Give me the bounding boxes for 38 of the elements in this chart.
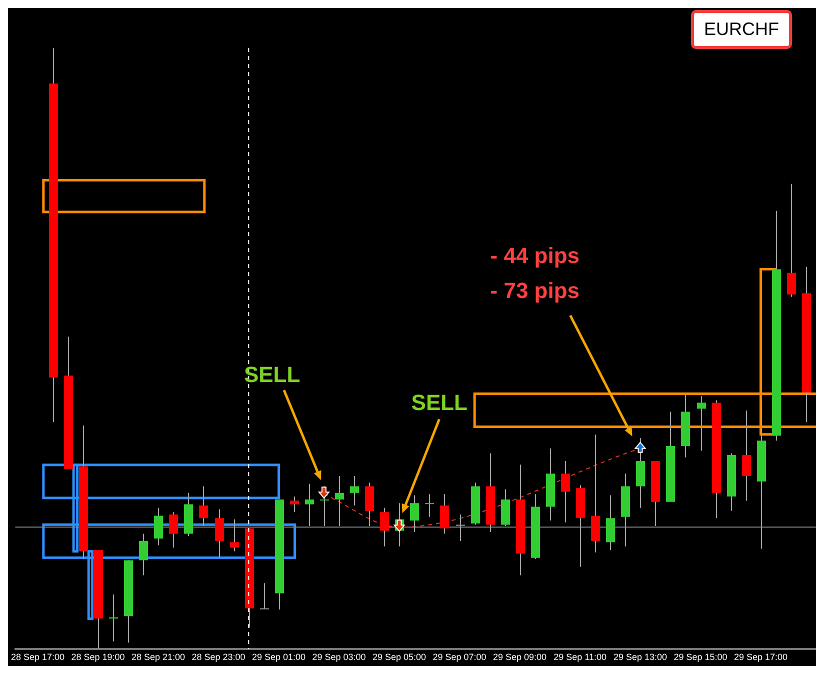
x-tick-label: 29 Sep 17:00 <box>734 652 788 662</box>
annotation: - 73 pips <box>490 278 580 304</box>
x-tick-label: 29 Sep 07:00 <box>432 652 486 662</box>
x-tick-label: 28 Sep 19:00 <box>71 652 125 662</box>
candlestick <box>290 496 299 513</box>
x-tick-label: 28 Sep 23:00 <box>192 652 246 662</box>
candlestick <box>139 533 148 576</box>
candlestick <box>561 460 570 523</box>
candlestick <box>215 508 224 558</box>
annotation: - 44 pips <box>490 243 580 270</box>
x-tick-label: 29 Sep 13:00 <box>613 652 668 662</box>
candlestick <box>260 582 269 610</box>
x-tick-label: 28 Sep 17:00 <box>10 652 65 662</box>
x-tick-label: 29 Sep 01:00 <box>252 652 306 662</box>
candlestick <box>697 396 706 452</box>
x-tick-label: 29 Sep 05:00 <box>372 652 426 662</box>
x-tick-label: 29 Sep 15:00 <box>674 652 728 662</box>
candlestick <box>456 514 465 542</box>
candlestick <box>742 410 751 502</box>
x-tick-label: 28 Sep 21:00 <box>131 652 186 662</box>
candlestick <box>410 494 419 532</box>
candlestick <box>380 507 389 547</box>
candlestick <box>169 512 178 548</box>
candlestick <box>350 476 359 506</box>
candlestick <box>199 486 208 526</box>
candlestick <box>787 183 796 298</box>
candlestick <box>154 507 163 546</box>
chart-title: EURCHF <box>691 10 792 49</box>
candlestick <box>305 483 314 526</box>
x-tick-label: 29 Sep 03:00 <box>312 652 366 662</box>
x-tick-label: 29 Sep 09:00 <box>492 652 547 662</box>
annotation: SELL <box>244 362 300 388</box>
x-tick-label: 29 Sep 11:00 <box>554 652 606 662</box>
candlestick <box>425 494 434 518</box>
candlestick <box>335 476 344 526</box>
candlestick <box>230 518 239 552</box>
candlestick <box>440 494 449 534</box>
annotation: SELL <box>411 390 468 416</box>
